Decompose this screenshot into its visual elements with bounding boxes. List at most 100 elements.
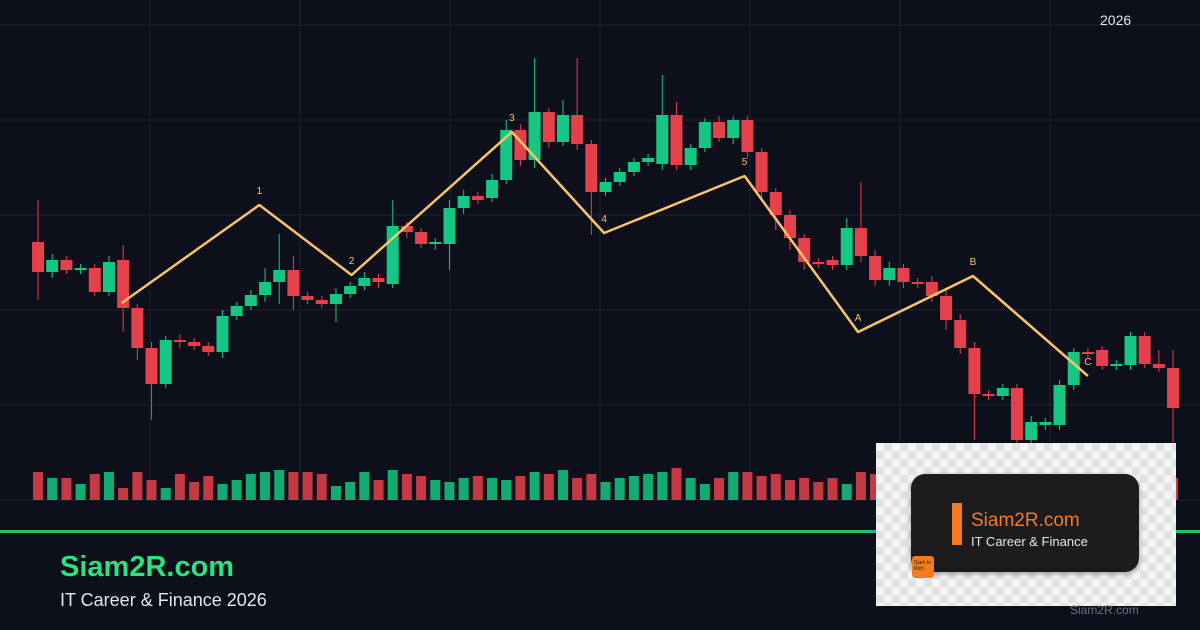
volume-bar (685, 478, 696, 500)
volume-bar (770, 474, 781, 500)
candle-body (1025, 422, 1038, 440)
wave-label: 3 (509, 113, 515, 124)
volume-bar (444, 482, 455, 500)
candle-body (556, 115, 569, 142)
candle-body (32, 242, 45, 272)
logo-overlay: Siam2R.com IT Career & Finance Siam to R… (876, 443, 1176, 606)
volume-bar (515, 476, 526, 500)
volume-bar (813, 482, 824, 500)
candle-body (244, 295, 257, 306)
volume-bar (728, 472, 739, 500)
volume-bar (61, 478, 72, 500)
logo-icon: Siam to Rich (912, 556, 934, 578)
volume-bar (288, 472, 299, 500)
candles (32, 58, 1180, 500)
volume-bar (416, 476, 427, 500)
volume-bar (557, 470, 568, 500)
candle-body (486, 180, 499, 198)
candle-body (60, 260, 73, 270)
candle-body (145, 348, 158, 384)
candle-body (940, 296, 953, 320)
candle-body (287, 270, 300, 296)
volume-bar (572, 478, 583, 500)
volume-bar (89, 474, 100, 500)
candle-body (798, 238, 811, 262)
candle-body (471, 196, 484, 200)
volume-bar (600, 482, 611, 500)
candle-body (656, 115, 669, 164)
candle-body (755, 152, 768, 192)
volume-bar (189, 482, 200, 500)
volume-bar (274, 470, 285, 500)
candle-body (301, 296, 314, 300)
wave-label: 4 (601, 214, 607, 225)
volume-bar (401, 474, 412, 500)
volume-bar (174, 474, 185, 500)
logo-bar (952, 503, 962, 545)
candle-body (259, 282, 272, 295)
candle-body (159, 340, 172, 384)
volume-bar (316, 474, 327, 500)
volume-bar (855, 472, 866, 500)
volume-bar (699, 484, 710, 500)
volume-bar (231, 480, 242, 500)
volume-bar (543, 474, 554, 500)
candle-body (1096, 350, 1109, 366)
candle-body (954, 320, 967, 348)
candle-body (329, 294, 342, 304)
wave-label: 5 (742, 157, 748, 168)
candle-body (1124, 336, 1137, 365)
candle-body (131, 308, 144, 348)
candle-body (571, 115, 584, 144)
candle-body (996, 388, 1009, 396)
candle-body (1138, 336, 1151, 364)
volume-bar (628, 476, 639, 500)
candle-body (173, 340, 186, 342)
wave-label: A (855, 313, 862, 324)
candle-body (202, 346, 215, 352)
candle-body (88, 268, 101, 292)
candle-body (415, 232, 428, 244)
wave-label: B (970, 257, 977, 268)
candle-body (1081, 352, 1094, 354)
logo-card: Siam2R.com IT Career & Finance (911, 474, 1139, 572)
volume-bar (586, 474, 597, 500)
candle-body (117, 260, 130, 308)
volume-bar (501, 480, 512, 500)
volume-bar (330, 486, 341, 500)
volume-bar (784, 480, 795, 500)
candle-body (358, 278, 371, 286)
candle-body (1110, 364, 1123, 366)
candle-body (457, 196, 470, 208)
volume-bar (160, 488, 171, 500)
volume-bar (742, 472, 753, 500)
candle-body (684, 148, 697, 165)
candle-body (698, 122, 711, 148)
volume-bar (756, 476, 767, 500)
wave-label: C (1084, 357, 1091, 368)
candle-body (713, 122, 726, 138)
volume-bar (827, 478, 838, 500)
candle-body (613, 172, 626, 182)
candle-body (443, 208, 456, 244)
candle-body (599, 182, 612, 192)
footer-subtitle: IT Career & Finance 2026 (60, 590, 267, 610)
logo-title: Siam2R.com (971, 510, 1080, 531)
volume-bar (841, 484, 852, 500)
candle-body (982, 394, 995, 396)
candle-body (727, 120, 740, 138)
candle-body (273, 270, 286, 282)
volume-bar (671, 468, 682, 500)
candle-body (911, 282, 924, 284)
candle-body (585, 144, 598, 192)
candle-body (102, 262, 115, 292)
candle-body (840, 228, 853, 265)
year-label: 2026 (1100, 12, 1132, 28)
volume-bar (217, 484, 228, 500)
volume-bar (245, 474, 256, 500)
candle-body (897, 268, 910, 282)
volume-bar (643, 474, 654, 500)
logo-subtitle: IT Career & Finance (971, 534, 1088, 549)
candle-body (854, 228, 867, 256)
